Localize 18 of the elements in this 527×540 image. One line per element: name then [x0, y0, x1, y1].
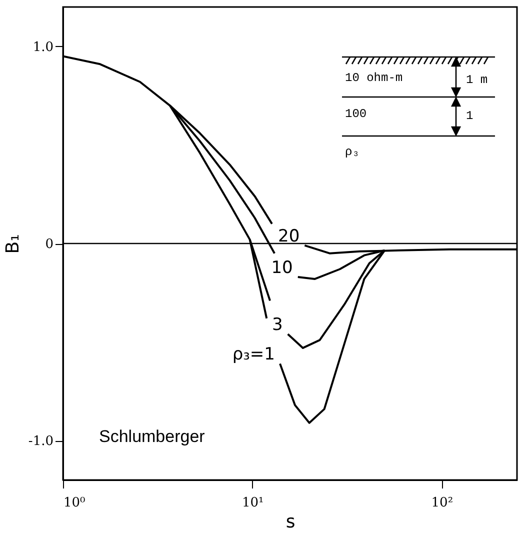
annotation: 100	[345, 107, 367, 121]
annotation: 1	[466, 109, 474, 123]
annotation: 1 m	[466, 73, 488, 87]
annotation: 10 ohm-m	[345, 71, 403, 85]
series-label: 10	[271, 258, 293, 278]
x-tick-label: 10²	[431, 496, 454, 510]
x-axis-title: s	[286, 512, 296, 532]
x-tick-label: 10¹	[242, 496, 264, 510]
x-tick-label: 10⁰	[64, 496, 86, 510]
annotation: ρ₃	[345, 145, 360, 159]
y-tick-label: 1.0	[32, 40, 54, 55]
y-axis-title: B₁	[2, 234, 24, 254]
annotation: Schlumberger	[99, 427, 206, 446]
series-label: 3	[272, 315, 283, 336]
series-label: ρ₃=1	[232, 344, 275, 365]
y-tick-label: 0	[45, 237, 54, 252]
y-tick-label: -1.0	[28, 434, 54, 450]
series-label: 20	[278, 226, 300, 246]
